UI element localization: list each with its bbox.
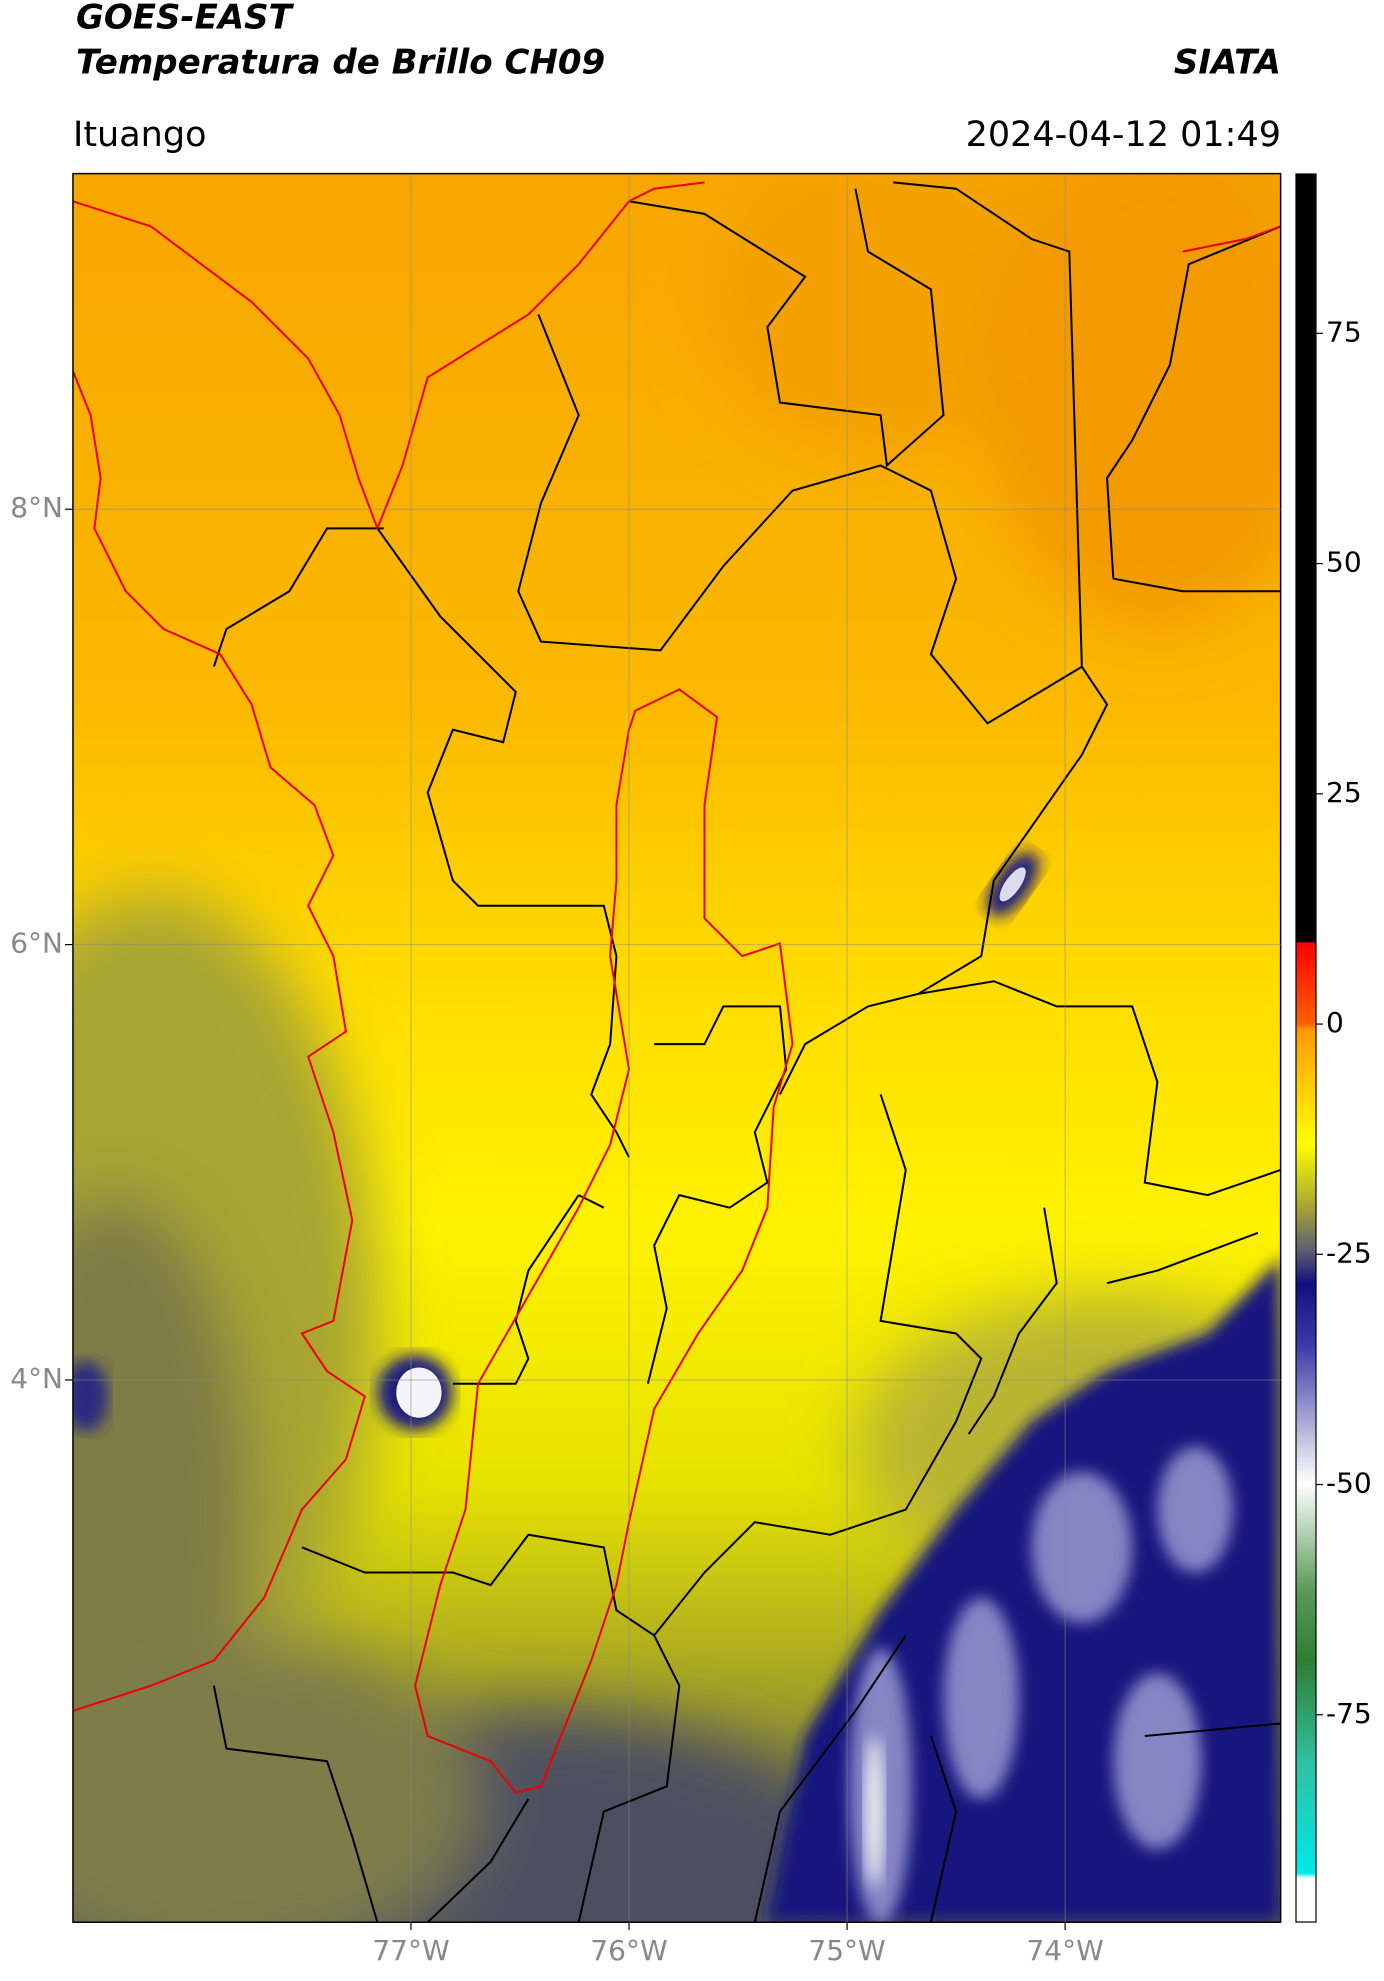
org: SIATA <box>1174 43 1281 83</box>
y-tick-label: 8°N <box>10 491 63 524</box>
colorbar-tick-label: -75 <box>1326 1697 1372 1730</box>
x-tick-label: 75°W <box>808 1934 885 1967</box>
x-tick-label: 76°W <box>590 1934 667 1967</box>
x-tick-label: 74°W <box>1026 1934 1103 1967</box>
datetime: 2024-04-12 01:49 <box>966 115 1281 155</box>
colorbar <box>1295 173 1317 1923</box>
colorbar-axes: 75 50 25 0 -25 -50 -75 <box>1316 315 1372 1730</box>
colorbar-tick-label: -50 <box>1326 1467 1372 1500</box>
location: Ituango <box>73 115 207 155</box>
colorbar-tick-label: 25 <box>1326 776 1362 809</box>
colorbar-tick-label: 50 <box>1326 546 1362 579</box>
colorbar-tick-label: -25 <box>1326 1236 1372 1269</box>
y-tick-label: 6°N <box>10 927 63 960</box>
colorbar-tick-label: 75 <box>1326 315 1362 348</box>
map-image <box>72 172 1282 1923</box>
x-tick-label: 77°W <box>372 1934 449 1967</box>
title: Temperatura de Brillo CH09 <box>76 43 605 83</box>
y-tick-label: 4°N <box>10 1362 63 1395</box>
map-axes: 77°W 76°W 75°W 74°W 8°N 6°N 4°N <box>10 174 1281 1967</box>
colorbar-tick-label: 0 <box>1326 1006 1344 1039</box>
title: GOES-EAST <box>76 0 295 38</box>
